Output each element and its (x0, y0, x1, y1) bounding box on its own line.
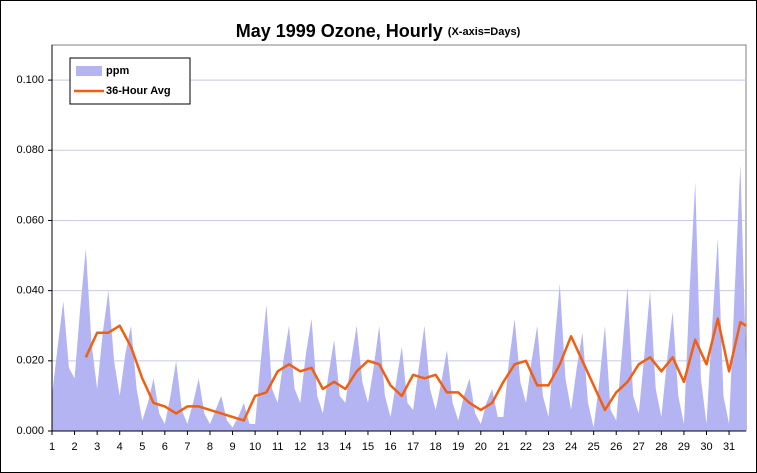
legend-box (69, 57, 191, 105)
x-tick-label: 5 (139, 441, 145, 453)
x-tick-label: 2 (72, 441, 78, 453)
y-tick-label: 0.060 (16, 214, 44, 226)
x-tick-label: 21 (497, 441, 509, 453)
x-tick-label: 29 (678, 441, 690, 453)
x-tick-label: 30 (700, 441, 712, 453)
x-tick-label: 20 (475, 441, 487, 453)
x-tick-label: 13 (317, 441, 329, 453)
x-tick-label: 11 (272, 441, 283, 453)
x-tick-label: 3 (94, 441, 100, 453)
x-tick-label: 4 (117, 441, 123, 453)
legend: ppm 36-Hour Avg (69, 57, 191, 105)
x-tick-label: 12 (294, 441, 306, 453)
x-tick-label: 7 (184, 441, 190, 453)
line (84, 317, 747, 422)
y-tick-label: 0.040 (16, 285, 44, 297)
x-tick-label: 10 (249, 441, 261, 453)
chart-heading: May 1999 Ozone, Hourly (X-axis=Days) (236, 21, 521, 41)
area (52, 164, 746, 432)
x-tick-label: 24 (565, 441, 577, 453)
x-tick-label: 25 (588, 441, 600, 453)
x-tick-label: 14 (339, 441, 351, 453)
x-tick-label: 27 (633, 441, 645, 453)
x-tick-label: 31 (723, 441, 735, 453)
legend-label: ppm (106, 65, 129, 77)
x-tick-label: 23 (542, 441, 554, 453)
legend-swatch (76, 66, 102, 76)
y-tick-label: 0.080 (16, 144, 44, 156)
x-tick-label: 9 (229, 441, 235, 453)
y-tick-label: 0.100 (16, 74, 44, 86)
x-tick-label: 26 (610, 441, 622, 453)
x-tick-label: 1 (49, 441, 55, 453)
x-tick-label: 15 (362, 441, 374, 453)
chart-title: May 1999 Ozone, Hourly (236, 21, 443, 41)
x-tick-label: 28 (655, 441, 667, 453)
x-tick-label: 22 (520, 441, 532, 453)
x-tick-label: 6 (162, 441, 168, 453)
x-tick-label: 18 (430, 441, 442, 453)
chart-subtitle: (X-axis=Days) (448, 26, 521, 38)
x-tick-label: 8 (207, 441, 213, 453)
y-tick-label: 0.020 (16, 355, 44, 367)
x-tick-label: 16 (384, 441, 396, 453)
legend-label: 36-Hour Avg (106, 85, 171, 97)
x-tick-label: 17 (407, 441, 419, 453)
x-tick-label: 19 (452, 441, 464, 453)
y-tick-label: 0.000 (16, 425, 44, 437)
